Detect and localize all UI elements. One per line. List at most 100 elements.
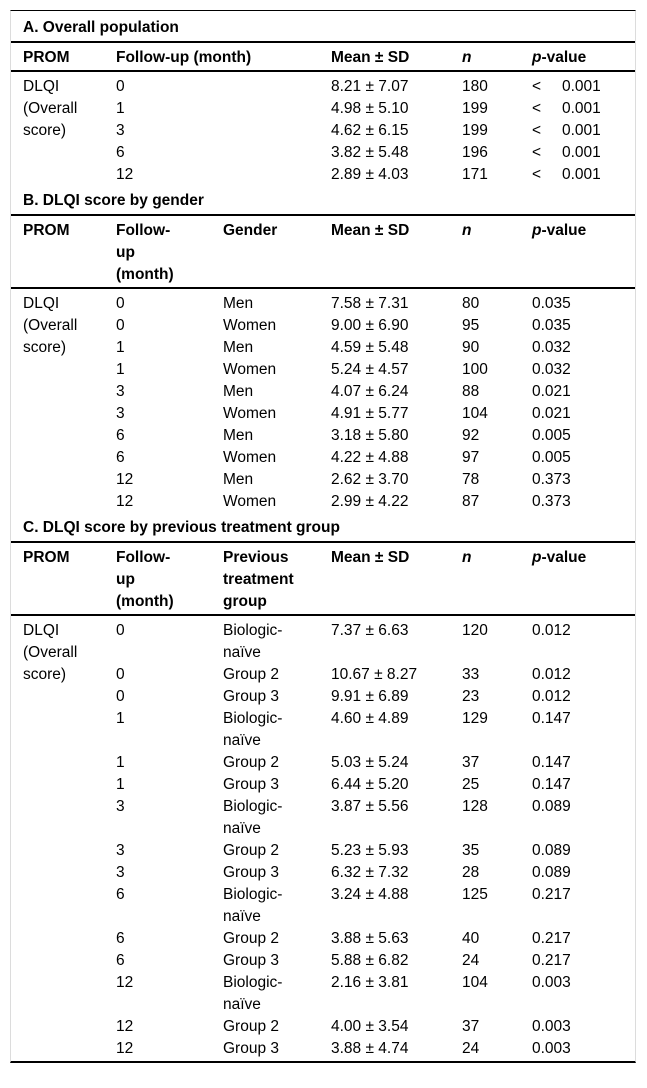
mean-sd-cell: 3.87 ± 5.56 [331,798,409,815]
treatment-group-cell: Group 3 [223,1040,280,1057]
treatment-group-cell: Group 2 [223,930,280,947]
follow-up-cell: 3 [116,383,125,400]
mean-sd-cell: 4.07 ± 6.24 [331,383,409,400]
n-cell: 95 [462,317,480,334]
n-cell: 90 [462,339,480,356]
follow-up-cell: 3 [116,842,125,859]
treatment-group-cell: Biologic- naïve [223,798,283,837]
n-cell: 125 [462,886,488,903]
gender-cell: Men [223,339,254,356]
col-header-treatment-group: Previous treatment group [223,543,331,616]
p-value-cell: 0.147 [532,776,571,793]
table-row: 12 2.89 ± 4.03 171 <0.001 [11,164,635,187]
treatment-group-cell: Group 2 [223,754,280,771]
mean-sd-cell: 2.89 ± 4.03 [331,166,409,183]
mean-sd-cell: 6.44 ± 5.20 [331,776,409,793]
table-row: DLQI (Overall score) 0 8.21 ± 7.07 180 <… [11,71,635,139]
col-header-p-value: p-value [532,216,635,289]
follow-up-cell: 6 [116,886,125,903]
table-row: 0 Women 9.00 ± 6.90 95 0.035 [11,315,635,337]
table-row: 12 Biologic- naïve 2.16 ± 3.81 104 0.003 [11,972,635,1016]
n-cell: 92 [462,427,480,444]
col-header-mean-sd: Mean ± SD [331,543,462,616]
follow-up-cell: 3 [116,864,125,881]
n-cell: 196 [462,144,488,161]
section-a-table: PROM Follow-up (month) Mean ± SD n p-val… [11,43,635,187]
mean-sd-cell: 3.82 ± 5.48 [331,144,409,161]
table-row: 6 Group 3 5.88 ± 6.82 24 0.217 [11,950,635,972]
less-than-sign: < [532,166,542,183]
n-cell: 199 [462,100,488,117]
table-row: 6 Women 4.22 ± 4.88 97 0.005 [11,447,635,469]
mean-sd-cell: 6.32 ± 7.32 [331,864,409,881]
table-row: 6 3.82 ± 5.48 196 <0.001 [11,142,635,164]
follow-up-cell: 12 [116,1018,134,1035]
table-row: DLQI (Overall score) 0 Biologic- naïve 7… [11,615,635,683]
section-score-by-treatment-group: C. DLQI score by previous treatment grou… [11,514,635,1061]
table-row: 3 Women 4.91 ± 5.77 104 0.021 [11,403,635,425]
treatment-group-cell: Group 2 [223,666,280,683]
p-value-cell: <0.001 [532,164,635,187]
col-header-follow-up: Follow- up (month) [116,216,223,289]
mean-sd-cell: 3.88 ± 4.74 [331,1040,409,1057]
gender-cell: Women [223,361,277,378]
p-value-cell: 0.005 [532,427,571,444]
n-cell: 171 [462,166,488,183]
p-value-cell: 0.147 [532,710,571,727]
col-header-p-value: p-value [532,43,635,72]
follow-up-cell: 12 [116,1040,134,1057]
mean-sd-cell: 8.21 ± 7.07 [331,78,409,95]
less-than-sign: < [532,122,542,139]
header-row: PROM Follow- up (month) Gender Mean ± SD… [11,216,635,289]
less-than-sign: < [532,100,542,117]
p-value-cell: <0.001 [532,120,635,142]
p-value-cell: 0.147 [532,754,571,771]
mean-sd-cell: 9.91 ± 6.89 [331,688,409,705]
table-row: 0 Group 2 10.67 ± 8.27 33 0.012 [11,664,635,686]
prom-cell: DLQI (Overall score) [23,295,78,356]
p-value-cell: 0.032 [532,361,571,378]
table-row: 12 Group 3 3.88 ± 4.74 24 0.003 [11,1038,635,1061]
n-cell: 78 [462,471,480,488]
table-row: 3 Group 2 5.23 ± 5.93 35 0.089 [11,840,635,862]
n-cell: 37 [462,754,480,771]
p-value-number: 0.001 [562,144,601,161]
table-row: 1 Men 4.59 ± 5.48 90 0.032 [11,337,635,359]
p-value-cell: 0.089 [532,864,571,881]
gender-cell: Men [223,295,254,312]
follow-up-cell: 3 [116,798,125,815]
p-value-header-italic: p [532,49,542,66]
col-header-prom: PROM [11,216,116,289]
table-row: 1 Group 2 5.03 ± 5.24 37 0.147 [11,752,635,774]
mean-sd-cell: 4.22 ± 4.88 [331,449,409,466]
table-row: 12 Men 2.62 ± 3.70 78 0.373 [11,469,635,491]
gender-cell: Women [223,405,277,422]
gender-cell: Men [223,427,254,444]
col-header-p-value: p-value [532,543,635,616]
gender-cell: Women [223,317,277,334]
follow-up-cell: 1 [116,361,125,378]
n-cell: 24 [462,1040,480,1057]
follow-up-cell: 3 [116,405,125,422]
n-cell: 33 [462,666,480,683]
gender-cell: Men [223,471,254,488]
follow-up-cell: 0 [116,688,125,705]
p-value-cell: 0.089 [532,798,571,815]
follow-up-cell: 1 [116,776,125,793]
n-cell: 37 [462,1018,480,1035]
treatment-group-cell: Group 2 [223,1018,280,1035]
mean-sd-cell: 4.62 ± 6.15 [331,122,409,139]
mean-sd-cell: 10.67 ± 8.27 [331,666,418,683]
p-value-cell: <0.001 [532,142,635,164]
p-value-cell: 0.012 [532,688,571,705]
treatment-group-cell: Biologic- naïve [223,622,283,661]
section-c-table: PROM Follow- up (month) Previous treatme… [11,543,635,1061]
col-header-prom: PROM [11,43,116,72]
follow-up-cell: 0 [116,295,125,312]
header-row: PROM Follow- up (month) Previous treatme… [11,543,635,616]
follow-up-cell: 1 [116,339,125,356]
section-c-title: C. DLQI score by previous treatment grou… [11,514,635,543]
p-value-number: 0.001 [562,78,601,95]
p-value-header-rest: -value [541,549,587,566]
follow-up-cell: 1 [116,710,125,727]
